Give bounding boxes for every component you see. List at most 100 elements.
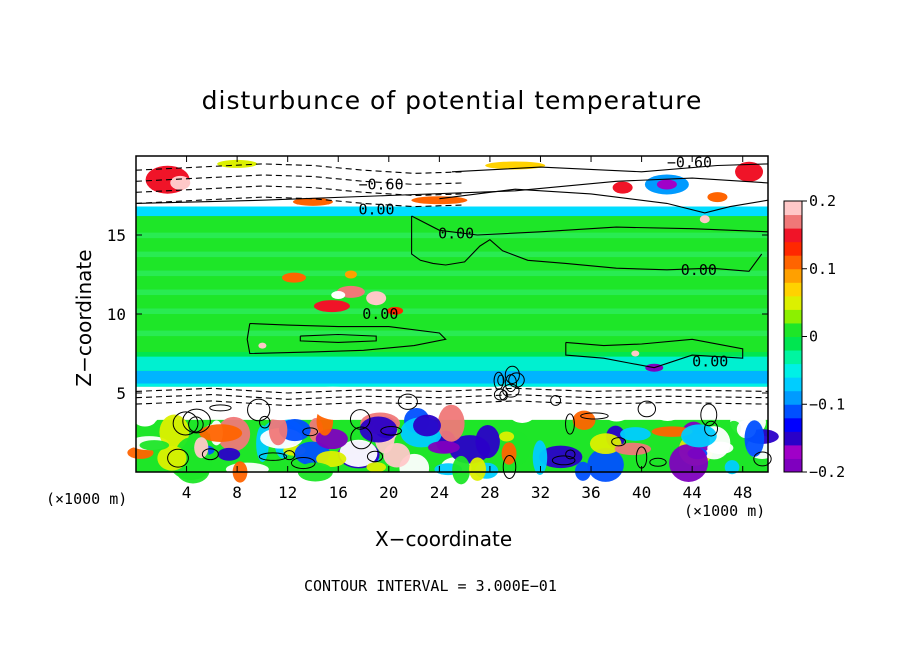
x-tick-label: 40 bbox=[632, 483, 651, 502]
colorbar-tick-label: 0.1 bbox=[809, 260, 836, 278]
contour-loop bbox=[283, 450, 296, 461]
contour-loop bbox=[504, 365, 520, 384]
field-cell bbox=[707, 192, 728, 203]
field-cell bbox=[603, 405, 630, 422]
contour-loop bbox=[182, 408, 211, 434]
x-axis-ticks: 4 8 12 16 20 24 28 32 36 40 44 48 bbox=[182, 156, 752, 502]
field-cell bbox=[383, 442, 411, 468]
field-cell bbox=[473, 388, 506, 400]
contour-label: −0.60 bbox=[358, 175, 403, 193]
field-cell bbox=[656, 179, 677, 190]
field-cell bbox=[626, 403, 654, 415]
field-stripe bbox=[136, 308, 768, 314]
field-cell bbox=[217, 447, 241, 461]
field-cell bbox=[726, 420, 742, 437]
field-cell bbox=[278, 418, 311, 442]
colorbar-swatch bbox=[784, 431, 802, 446]
field-cell bbox=[225, 462, 269, 477]
field-cell bbox=[413, 414, 441, 437]
contour-loop bbox=[493, 371, 504, 390]
colorbar-swatch bbox=[784, 241, 802, 256]
colorbar-swatch bbox=[784, 295, 802, 310]
contour-line bbox=[451, 163, 769, 173]
x-tick-label: 44 bbox=[683, 483, 702, 502]
field-cell bbox=[311, 386, 355, 395]
contour-line-dashed bbox=[135, 400, 769, 407]
field-cell bbox=[475, 424, 500, 459]
x-tick-label: 36 bbox=[581, 483, 600, 502]
colorbar-swatch bbox=[784, 255, 802, 270]
contour-loop bbox=[649, 457, 667, 467]
field-cell bbox=[282, 272, 306, 283]
contour-lines: 0.00 0.00 0.00 0.00 0.00 −0.60 −0.60 bbox=[135, 153, 772, 480]
field-cell bbox=[366, 291, 387, 306]
contour-label: 0.00 bbox=[358, 201, 394, 219]
colorbar-tick-label: 0 bbox=[809, 328, 818, 346]
field-cell bbox=[292, 197, 333, 206]
x-tick-label: 32 bbox=[531, 483, 550, 502]
field-cell bbox=[194, 437, 209, 459]
field-cell bbox=[186, 396, 203, 412]
x-tick-label: 12 bbox=[278, 483, 297, 502]
field-band-blue bbox=[136, 370, 768, 384]
field-cell bbox=[157, 445, 187, 471]
field-cell bbox=[538, 445, 583, 469]
field-cell bbox=[681, 424, 717, 448]
field-cell bbox=[631, 350, 640, 357]
x-tick-label: 28 bbox=[480, 483, 499, 502]
contour-loop bbox=[580, 412, 609, 420]
contour-loop bbox=[259, 415, 271, 429]
colorbar-swatch bbox=[784, 268, 802, 283]
field-cell bbox=[344, 270, 357, 279]
contour-loop bbox=[550, 395, 562, 406]
field-cell bbox=[612, 181, 633, 194]
contour-line bbox=[439, 188, 769, 214]
field-cell bbox=[263, 408, 299, 421]
contour-label: 0.00 bbox=[438, 224, 474, 242]
contour-line bbox=[411, 215, 769, 236]
field-cell bbox=[387, 306, 404, 315]
field-cell bbox=[315, 400, 356, 420]
contour-loop bbox=[366, 450, 384, 463]
field-cell bbox=[199, 424, 243, 442]
field-cell bbox=[655, 439, 677, 457]
colorbar-swatch bbox=[784, 282, 802, 297]
contour-loop bbox=[172, 411, 199, 436]
x-tick-label: 16 bbox=[329, 483, 348, 502]
contour-loop bbox=[349, 409, 371, 430]
contour-line bbox=[299, 333, 377, 343]
field-cell bbox=[499, 431, 515, 442]
field-cell bbox=[268, 414, 288, 446]
field-cell bbox=[699, 215, 710, 224]
field-cell bbox=[620, 427, 651, 441]
colorbar-swatch bbox=[784, 458, 802, 473]
x-tick-label: 4 bbox=[182, 483, 192, 502]
field-cell bbox=[587, 447, 624, 482]
x-unit-label-left: (×1000 m) bbox=[46, 490, 128, 508]
field-cell bbox=[572, 410, 596, 431]
colorbar-swatch bbox=[784, 404, 802, 419]
contour-line-dashed bbox=[135, 163, 465, 174]
field-band-cyan bbox=[136, 206, 768, 217]
contour-line-dashed bbox=[135, 185, 465, 197]
contour-loop bbox=[302, 427, 319, 437]
colorbar-swatch bbox=[784, 201, 802, 216]
field-cell bbox=[744, 420, 765, 457]
colorbar-swatch bbox=[784, 377, 802, 392]
field-stripe bbox=[136, 330, 768, 337]
field-cell bbox=[133, 411, 157, 427]
field-cell bbox=[170, 175, 191, 190]
x-tick-label: 8 bbox=[232, 483, 242, 502]
contour-loop bbox=[704, 420, 719, 437]
field-cell bbox=[560, 392, 604, 404]
contour-loop bbox=[201, 448, 219, 461]
contour-line-dashed bbox=[135, 394, 769, 400]
contour-loop bbox=[499, 390, 508, 401]
field-stripe bbox=[136, 251, 768, 258]
field-cell bbox=[724, 460, 740, 475]
contour-loop bbox=[167, 448, 189, 468]
x-axis-label: X−coordinate bbox=[375, 527, 513, 551]
contour-loop bbox=[637, 400, 657, 418]
colorbar-swatch bbox=[784, 390, 802, 405]
colorbar-swatch bbox=[784, 214, 802, 229]
